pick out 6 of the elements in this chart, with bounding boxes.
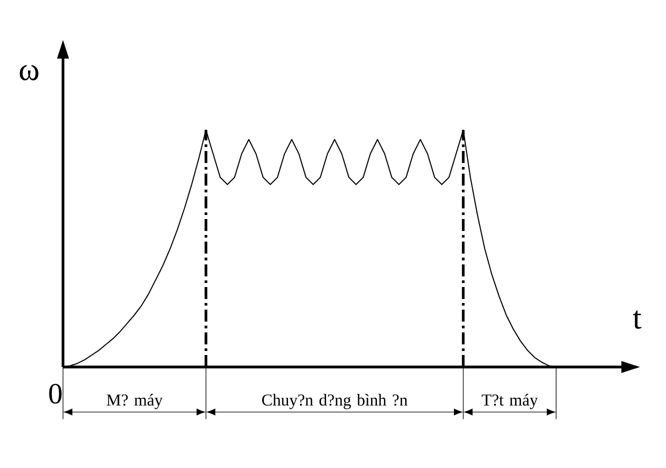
x-axis-title: t bbox=[632, 310, 642, 329]
text: M? máy bbox=[106, 394, 163, 410]
text: T?t máy bbox=[482, 394, 538, 410]
y-axis-title: ω bbox=[20, 65, 38, 80]
text: 0 bbox=[49, 384, 62, 404]
text: Chuy?n d?ng bình ?n bbox=[262, 394, 408, 410]
